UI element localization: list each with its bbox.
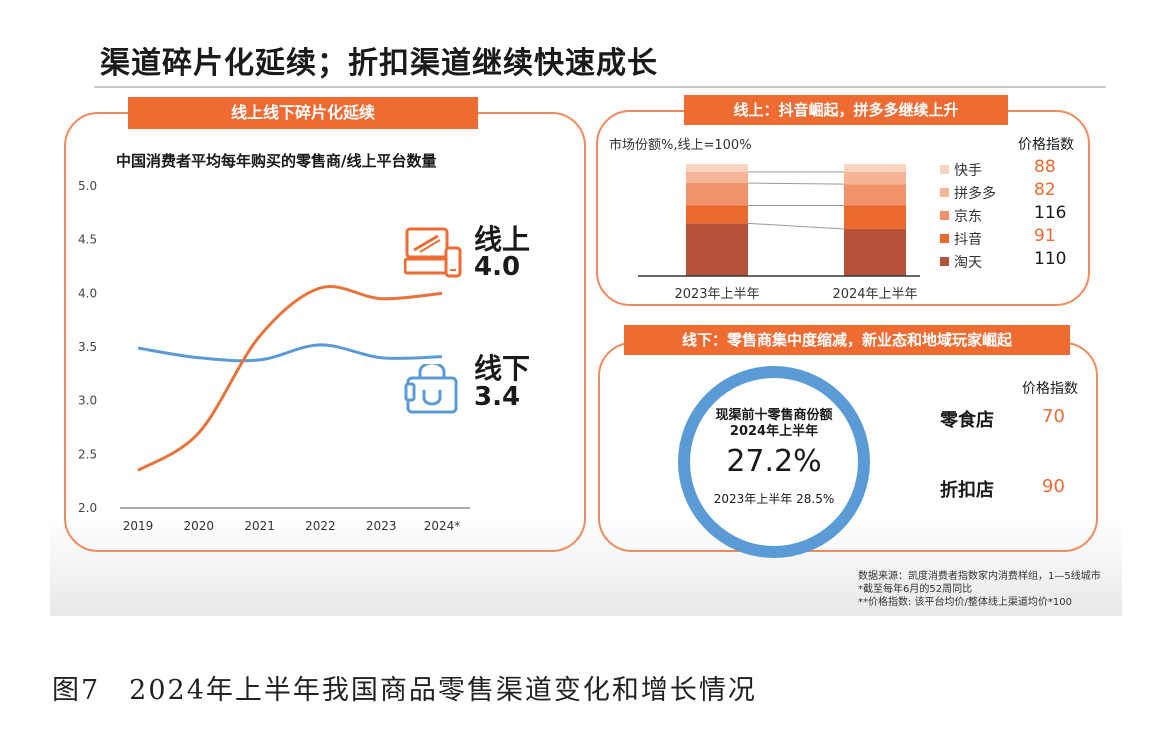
snack-store-label: 零食店: [940, 410, 994, 431]
online-label: 线上: [474, 223, 531, 256]
figure-caption: 图7 2024年上半年我国商品零售渠道变化和增长情况: [52, 675, 757, 706]
price-index-value: 116: [1034, 203, 1067, 223]
right-bottom-banner: 线下：零售商集中度缩减，新业态和地域玩家崛起: [624, 325, 1070, 355]
online-series-line: [137, 285, 443, 472]
stacked-bar-segment: [844, 171, 906, 185]
page-title: 渠道碎片化延续；折扣渠道继续快速成长: [100, 46, 658, 81]
title-divider: [94, 86, 1106, 88]
price-index-value: 88: [1034, 157, 1056, 177]
offline-label: 线下: [474, 352, 531, 385]
line-chart: 5.0 4.5 4.0 3.5 3.0 2.5 2.0 2019 2020 2021 2022 20…: [78, 179, 470, 533]
snack-store-index: 70: [1042, 406, 1065, 427]
x-tick-label: 2023: [366, 519, 397, 533]
y-tick-label: 3.5: [78, 340, 97, 354]
legend-label: 快手: [954, 163, 982, 179]
stacked-x-label: 2023年上半年: [674, 287, 759, 302]
ring-value: 27.2%: [726, 444, 822, 479]
background-band: [50, 520, 1122, 616]
stacked-chart-subtitle: 市场份额%,线上=100%: [609, 138, 752, 153]
x-tick-label: 2020: [184, 519, 215, 533]
stacked-bar-segment: [844, 164, 906, 172]
stacked-bar-chart: 2023年上半年 2024年上半年: [638, 164, 920, 302]
legend-swatch: [940, 234, 949, 243]
ring-label: 现渠前十零售商份额 2024年上半年: [690, 408, 858, 440]
x-tick-label: 2022: [305, 519, 336, 533]
source-line-2: *截至每年6月的52周同比: [858, 584, 973, 595]
discount-store-label: 折扣店: [940, 480, 994, 501]
discount-store-index: 90: [1042, 476, 1065, 497]
legend-label: 抖音: [954, 232, 982, 248]
devices-icon: [404, 227, 462, 278]
y-tick-label: 2.0: [78, 501, 97, 515]
share-ring-circle: [678, 366, 870, 558]
offline-value: 3.4: [474, 382, 521, 412]
y-tick-label: 3.0: [78, 394, 97, 408]
y-tick-label: 4.0: [78, 286, 97, 300]
source-line-3: **价格指数: 该平台均价/整体线上渠道均价*100: [858, 597, 1073, 608]
source-line-1: 数据来源：凯度消费者指数家内消费样组，1—5线城市: [858, 571, 1101, 582]
ring-label-line2: 2024年上半年: [729, 424, 819, 439]
offline-price-header: 价格指数: [1022, 381, 1078, 397]
legend-swatch: [940, 188, 949, 197]
ring-label-line1: 现渠前十零售商份额: [715, 408, 833, 423]
stacked-bar-segment: [686, 205, 748, 224]
shopping-bag-icon: [404, 364, 458, 414]
y-tick-label: 5.0: [78, 179, 97, 193]
legend-swatch: [940, 211, 949, 220]
stacked-bar-segment: [686, 223, 748, 276]
legend-swatch: [940, 165, 949, 174]
left-panel-banner: 线上线下碎片化延续: [128, 97, 478, 129]
x-tick-label: 2021: [244, 519, 275, 533]
price-index-value: 82: [1034, 180, 1056, 200]
line-chart-title: 中国消费者平均每年购买的零售商/线上平台数量: [116, 152, 437, 170]
legend-label: 拼多多: [954, 186, 996, 202]
ring-compare: 2023年上半年 28.5%: [713, 492, 835, 506]
y-tick-label: 4.5: [78, 233, 97, 247]
legend-label: 淘天: [954, 255, 982, 271]
stacked-bar-segment: [686, 164, 748, 172]
stacked-bar-segment: [844, 184, 906, 206]
online-price-header: 价格指数: [1018, 137, 1074, 153]
stacked-x-label: 2024年上半年: [832, 287, 917, 302]
share-ring: [678, 366, 870, 558]
offline-series-line: [137, 343, 443, 363]
stacked-bar-segment: [686, 183, 748, 206]
legend-swatch: [940, 257, 949, 266]
price-index-value: 110: [1034, 249, 1067, 269]
legend-label: 京东: [954, 209, 982, 225]
segment-connector: [747, 182, 845, 185]
online-value: 4.0: [474, 252, 521, 282]
stacked-bar-segment: [686, 171, 748, 184]
y-tick-label: 2.5: [78, 447, 97, 461]
price-index-value: 91: [1034, 226, 1056, 246]
x-tick-label: 2024*: [424, 519, 461, 533]
segment-connector: [747, 222, 845, 230]
stacked-bar-segment: [844, 205, 906, 229]
x-tick-label: 2019: [123, 519, 154, 533]
stacked-bar-segment: [844, 228, 906, 276]
right-top-banner: 线上：抖音崛起，拼多多继续上升: [684, 95, 1008, 125]
source-note: 数据来源：凯度消费者指数家内消费样组，1—5线城市 *截至每年6月的52周同比 **…: [858, 570, 1101, 609]
